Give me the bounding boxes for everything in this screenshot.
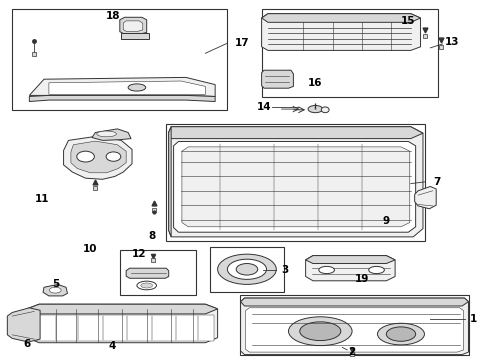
Polygon shape xyxy=(261,70,293,88)
Ellipse shape xyxy=(106,152,121,161)
Ellipse shape xyxy=(97,131,116,137)
Text: 17: 17 xyxy=(234,38,249,48)
Ellipse shape xyxy=(217,254,276,284)
Polygon shape xyxy=(168,127,422,237)
Polygon shape xyxy=(120,17,146,34)
Text: 5: 5 xyxy=(53,279,60,289)
Ellipse shape xyxy=(288,317,351,346)
Ellipse shape xyxy=(386,327,415,341)
Polygon shape xyxy=(29,77,215,96)
Polygon shape xyxy=(168,127,171,237)
Text: 10: 10 xyxy=(83,244,98,255)
Bar xyxy=(12,9,227,110)
Polygon shape xyxy=(261,14,420,22)
Polygon shape xyxy=(182,147,409,227)
Ellipse shape xyxy=(141,283,152,288)
Polygon shape xyxy=(414,186,435,209)
Polygon shape xyxy=(7,308,40,342)
Bar xyxy=(120,250,195,295)
Text: 11: 11 xyxy=(34,194,49,204)
Polygon shape xyxy=(126,268,168,278)
Text: 3: 3 xyxy=(281,265,288,275)
Text: 12: 12 xyxy=(132,249,146,259)
Text: 9: 9 xyxy=(382,216,389,226)
Ellipse shape xyxy=(77,151,94,162)
Polygon shape xyxy=(49,81,205,94)
Ellipse shape xyxy=(227,259,266,279)
Ellipse shape xyxy=(49,287,61,293)
Bar xyxy=(166,124,425,241)
Bar xyxy=(121,33,149,39)
Polygon shape xyxy=(245,308,463,352)
Polygon shape xyxy=(92,129,131,140)
Ellipse shape xyxy=(236,264,257,275)
Polygon shape xyxy=(27,304,217,314)
Text: 14: 14 xyxy=(256,102,271,112)
Polygon shape xyxy=(29,95,215,102)
Polygon shape xyxy=(27,304,217,343)
Ellipse shape xyxy=(307,105,322,113)
Text: 4: 4 xyxy=(108,341,116,351)
Ellipse shape xyxy=(137,281,156,290)
Text: 1: 1 xyxy=(468,314,476,324)
Bar xyxy=(239,295,468,355)
Polygon shape xyxy=(63,136,132,179)
Bar xyxy=(37,315,214,341)
Text: 2: 2 xyxy=(348,347,355,357)
Polygon shape xyxy=(173,141,415,232)
Text: 13: 13 xyxy=(444,37,459,48)
Bar xyxy=(261,9,437,97)
Ellipse shape xyxy=(377,323,424,345)
Text: 7: 7 xyxy=(432,177,439,187)
Text: 19: 19 xyxy=(354,274,368,284)
Polygon shape xyxy=(305,256,394,264)
Text: 8: 8 xyxy=(148,231,155,241)
Polygon shape xyxy=(240,298,468,306)
Text: 16: 16 xyxy=(307,78,322,88)
Polygon shape xyxy=(71,141,126,173)
Polygon shape xyxy=(261,14,420,50)
Bar xyxy=(210,247,283,292)
Ellipse shape xyxy=(368,266,384,274)
Ellipse shape xyxy=(128,84,145,91)
Polygon shape xyxy=(305,256,394,281)
Ellipse shape xyxy=(321,107,328,113)
Polygon shape xyxy=(123,21,142,31)
Ellipse shape xyxy=(318,266,334,274)
Polygon shape xyxy=(168,127,422,139)
Text: 6: 6 xyxy=(23,339,30,349)
Polygon shape xyxy=(240,298,468,355)
Polygon shape xyxy=(43,284,67,296)
Ellipse shape xyxy=(299,322,340,341)
Text: 15: 15 xyxy=(400,16,415,26)
Text: 18: 18 xyxy=(106,11,121,21)
